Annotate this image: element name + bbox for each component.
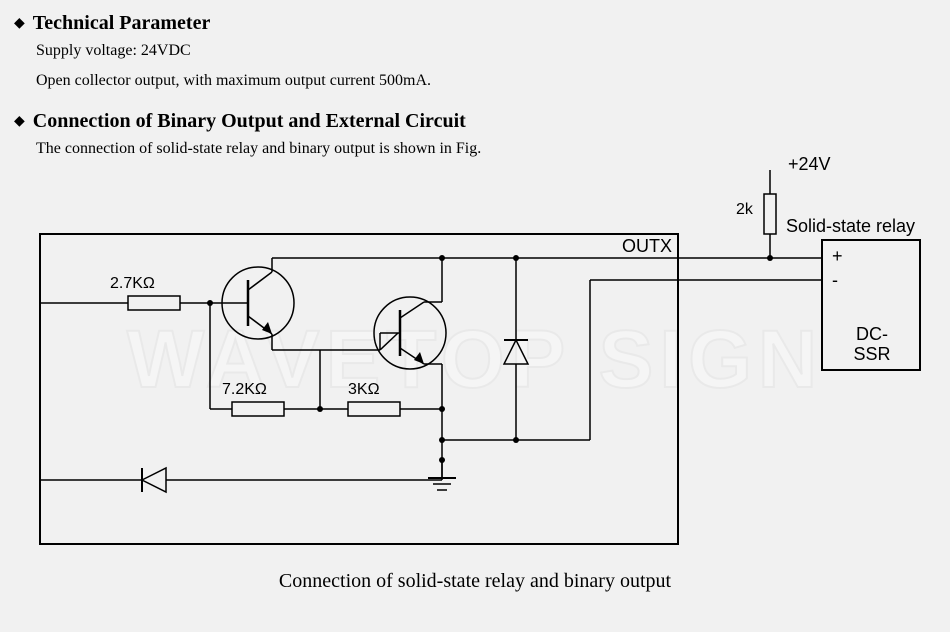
transistor-q1-emitter-arrow (262, 322, 272, 334)
resistor-r2 (232, 402, 284, 416)
label-r1: 2.7KΩ (110, 275, 155, 292)
node-dot (439, 437, 445, 443)
wire (400, 302, 424, 318)
wire (248, 272, 272, 290)
label-r2: 7.2KΩ (222, 381, 267, 398)
node-dot (439, 406, 445, 412)
label-relay-type-1: DC- (856, 324, 888, 344)
diode-d2 (142, 468, 166, 492)
node-dot (439, 457, 445, 463)
circuit-diagram: 2.7KΩ 7.2KΩ 3KΩ OUTX +24V 2k Solid-state… (0, 0, 950, 632)
resistor-r1 (128, 296, 180, 310)
label-relay-title: Solid-state relay (786, 216, 915, 236)
transistor-q2-emitter-arrow (414, 352, 424, 364)
label-outx: OUTX (622, 236, 672, 256)
diagram-caption: Connection of solid-state relay and bina… (0, 570, 950, 593)
resistor-r3 (348, 402, 400, 416)
node-dot (767, 255, 773, 261)
label-relay-minus: - (832, 270, 838, 290)
label-relay-type-2: SSR (853, 344, 890, 364)
resistor-ext (764, 194, 776, 234)
label-relay-plus: + (832, 246, 843, 266)
label-supply: +24V (788, 154, 831, 174)
label-r-ext: 2k (736, 201, 754, 218)
diode-d1 (504, 340, 528, 364)
wire (380, 333, 398, 350)
label-r3: 3KΩ (348, 381, 380, 398)
node-dot (207, 300, 213, 306)
